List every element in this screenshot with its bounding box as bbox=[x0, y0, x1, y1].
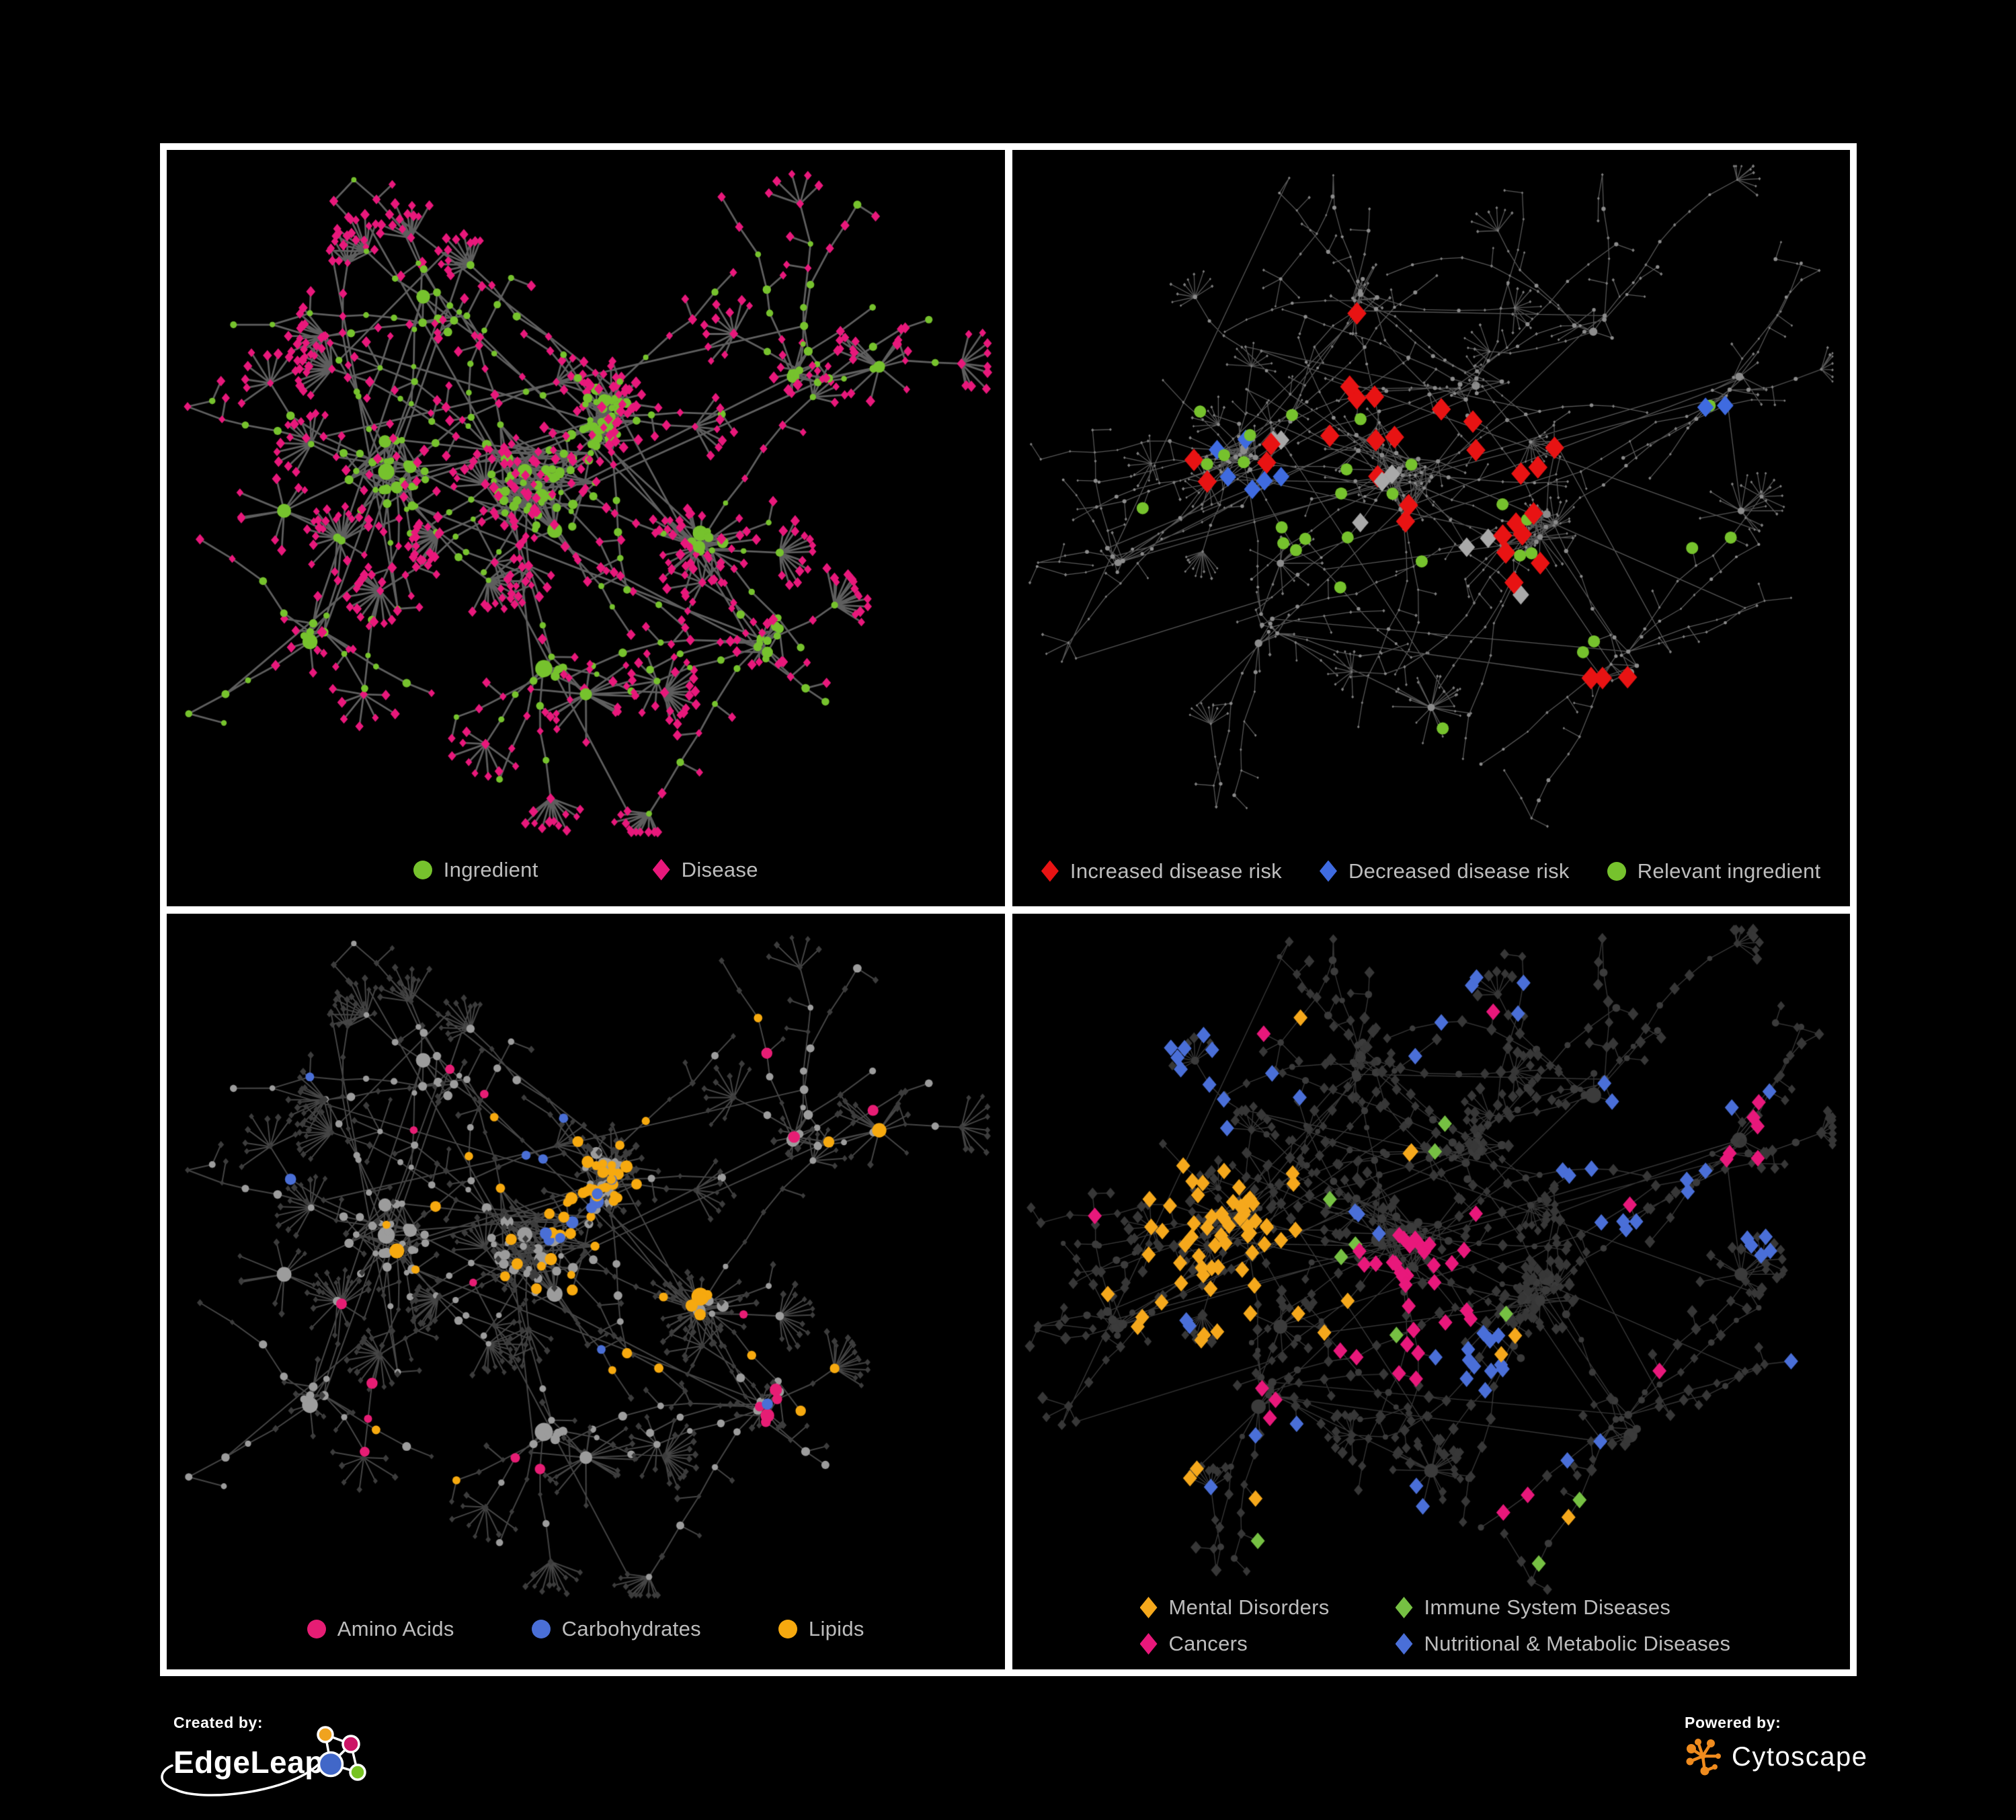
edgeleap-credit: Created by: EdgeLeap bbox=[161, 1714, 550, 1815]
cytoscape-credit: Powered by: bbox=[1685, 1714, 1974, 1801]
cytoscape-wordmark: Cytoscape bbox=[1732, 1741, 1868, 1772]
relevant-ingredient-legend-icon bbox=[1607, 861, 1626, 881]
panel-grid: Ingredient Disease Increased disease ris… bbox=[160, 143, 1857, 1676]
legend-item-amino-acids: Amino Acids bbox=[307, 1617, 454, 1641]
ingredient-disease-network-canvas bbox=[167, 150, 1005, 906]
legend-label: Decreased disease risk bbox=[1348, 859, 1570, 883]
powered-by-label: Powered by: bbox=[1685, 1714, 1781, 1731]
immune-system-diseases-legend-icon bbox=[1395, 1597, 1413, 1618]
cytoscape-logo-row: Cytoscape bbox=[1685, 1736, 1974, 1778]
legend-label: Carbohydrates bbox=[561, 1617, 701, 1640]
legend-label: Mental Disorders bbox=[1168, 1595, 1330, 1619]
legend-item-disease: Disease bbox=[652, 857, 758, 882]
disease-legend-icon bbox=[652, 859, 670, 881]
legend-item-relevant-ingredient: Relevant ingredient bbox=[1607, 859, 1821, 883]
edgeleap-node-magenta bbox=[341, 1735, 360, 1753]
mental-disorders-legend-icon bbox=[1139, 1597, 1158, 1618]
legend-item-lipids: Lipids bbox=[778, 1617, 864, 1641]
ingredient-legend-icon bbox=[413, 860, 432, 879]
legend-disease-category: Mental Disorders Immune System Diseases … bbox=[1139, 1595, 1731, 1656]
edgeleap-logo-row: EdgeLeap bbox=[161, 1726, 550, 1806]
legend-label: Increased disease risk bbox=[1070, 859, 1282, 883]
panel-disease-category: Mental Disorders Immune System Diseases … bbox=[1012, 913, 1850, 1669]
legend-label: Cancers bbox=[1168, 1632, 1248, 1655]
panel-nutrient-class: Amino Acids Carbohydrates Lipids bbox=[167, 913, 1005, 1669]
edgeleap-logo-mark-icon bbox=[317, 1726, 366, 1781]
carbohydrates-legend-icon bbox=[531, 1620, 551, 1638]
legend-nutrient-class: Amino Acids Carbohydrates Lipids bbox=[167, 1617, 1005, 1641]
legend-label: Relevant ingredient bbox=[1637, 859, 1821, 883]
legend-item-mental-disorders: Mental Disorders bbox=[1139, 1595, 1396, 1620]
amino-acids-legend-icon bbox=[307, 1620, 326, 1638]
decreased-risk-legend-icon bbox=[1319, 860, 1337, 882]
legend-item-nutritional-metabolic-diseases: Nutritional & Metabolic Diseases bbox=[1395, 1632, 1731, 1656]
legend-item-decreased-risk: Decreased disease risk bbox=[1319, 859, 1570, 883]
legend-ingredient-disease: Ingredient Disease bbox=[167, 858, 1005, 882]
lipids-legend-icon bbox=[778, 1620, 797, 1638]
disease-risk-network-canvas bbox=[1012, 150, 1850, 906]
cytoscape-logo-mark-icon bbox=[1686, 1739, 1721, 1776]
legend-label: Ingredient bbox=[443, 857, 538, 881]
legend-item-cancers: Cancers bbox=[1139, 1632, 1396, 1656]
legend-item-immune-system-diseases: Immune System Diseases bbox=[1395, 1595, 1731, 1620]
panel-disease-risk: Increased disease risk Decreased disease… bbox=[1012, 150, 1851, 906]
increased-risk-legend-icon bbox=[1041, 860, 1059, 882]
legend-item-ingredient: Ingredient bbox=[413, 858, 538, 882]
legend-label: Nutritional & Metabolic Diseases bbox=[1424, 1632, 1731, 1655]
edgeleap-node-green bbox=[349, 1764, 366, 1781]
disease-category-network-canvas bbox=[1012, 913, 1850, 1669]
legend-item-carbohydrates: Carbohydrates bbox=[531, 1617, 701, 1641]
legend-label: Lipids bbox=[808, 1617, 864, 1640]
nutritional-metabolic-diseases-legend-icon bbox=[1395, 1633, 1413, 1655]
edgeleap-wordmark: EdgeLeap bbox=[173, 1745, 324, 1780]
legend-disease-risk: Increased disease risk Decreased disease… bbox=[1012, 859, 1851, 883]
legend-label: Immune System Diseases bbox=[1424, 1595, 1671, 1619]
nutrient-class-network-canvas bbox=[167, 913, 1005, 1669]
legend-label: Disease bbox=[681, 857, 758, 881]
legend-label: Amino Acids bbox=[337, 1617, 454, 1640]
panel-ingredient-disease: Ingredient Disease bbox=[167, 150, 1005, 906]
created-by-label: Created by: bbox=[173, 1714, 264, 1731]
edgeleap-node-orange bbox=[317, 1726, 334, 1743]
edgeleap-node-blue bbox=[317, 1751, 344, 1778]
legend-item-increased-risk: Increased disease risk bbox=[1041, 859, 1282, 883]
cancers-legend-icon bbox=[1139, 1633, 1158, 1655]
edgeleap-swoosh bbox=[161, 1763, 320, 1796]
